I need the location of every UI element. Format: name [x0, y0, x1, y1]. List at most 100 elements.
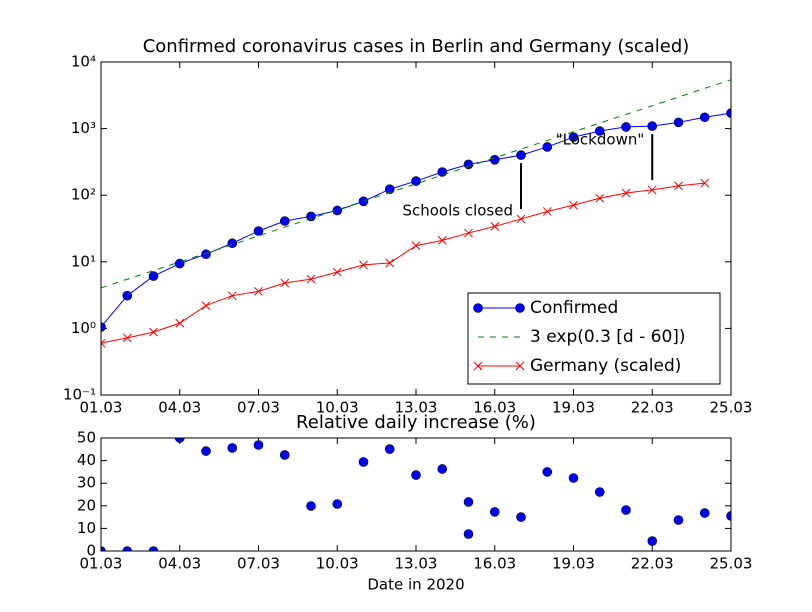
marker: [227, 291, 237, 301]
marker: [101, 338, 106, 348]
marker: [148, 271, 159, 281]
marker: [254, 286, 263, 296]
x-tick-label: 04.03: [158, 555, 201, 573]
marker: [647, 121, 658, 131]
marker: [463, 529, 474, 539]
chart-title: Relative daily increase (%): [296, 412, 536, 433]
legend-marker: [515, 361, 525, 371]
x-tick-label: 16.03: [473, 399, 516, 417]
series-line: [101, 182, 705, 344]
marker: [227, 443, 238, 453]
marker: [201, 446, 211, 456]
y-tick-label: 40: [77, 451, 96, 469]
x-tick-label: 10.03: [316, 555, 359, 573]
marker: [101, 322, 106, 332]
legend-label: Confirmed: [530, 298, 618, 318]
plot-area: [101, 438, 731, 551]
annotation: Schools closed: [402, 202, 513, 220]
x-tick-label: 07.03: [237, 399, 280, 417]
y-tick-label: 10¹: [71, 252, 96, 270]
marker: [647, 185, 657, 195]
x-tick-label: 04.03: [158, 399, 201, 417]
y-tick-label: 10⁻¹: [63, 386, 96, 404]
marker: [411, 176, 421, 186]
y-tick-label: 10: [77, 519, 96, 537]
marker: [463, 159, 474, 170]
legend-label: 3 exp(0.3 [d - 60]): [530, 327, 686, 347]
marker: [384, 444, 395, 454]
y-tick-label: 0: [86, 542, 96, 560]
chart-title: Confirmed coronavirus cases in Berlin an…: [143, 36, 690, 57]
y-tick-label: 10⁰: [71, 319, 96, 337]
marker: [306, 211, 316, 222]
marker: [568, 473, 579, 483]
marker: [516, 214, 526, 224]
marker: [673, 515, 684, 525]
x-axis-label: Date in 2020: [367, 576, 464, 594]
x-tick-label: 01.03: [80, 555, 123, 573]
marker: [542, 207, 552, 216]
marker: [569, 200, 578, 210]
x-tick-label: 10.03: [316, 399, 359, 417]
marker: [621, 188, 631, 198]
marker: [700, 178, 710, 188]
marker: [437, 464, 448, 474]
x-tick-label: 19.03: [552, 555, 595, 573]
marker: [253, 226, 264, 236]
marker: [385, 258, 395, 268]
marker: [201, 249, 211, 260]
legend-marker: [473, 303, 483, 313]
x-tick-label: 22.03: [631, 399, 674, 417]
marker: [174, 438, 185, 443]
x-tick-label: 25.03: [710, 399, 753, 417]
x-tick-label: 13.03: [395, 555, 438, 573]
marker: [358, 457, 369, 467]
marker: [122, 290, 133, 301]
marker: [101, 546, 106, 551]
x-tick-label: 19.03: [552, 399, 595, 417]
marker: [332, 267, 342, 277]
marker: [726, 108, 731, 118]
marker: [673, 117, 684, 128]
series-line: [101, 79, 731, 289]
x-tick-label: 16.03: [473, 555, 516, 573]
marker: [149, 327, 158, 337]
marker: [489, 155, 500, 165]
marker: [516, 150, 526, 160]
y-tick-label: 10³: [71, 119, 96, 137]
marker: [306, 274, 316, 284]
marker: [201, 301, 211, 310]
legend-marker: [515, 303, 525, 313]
marker: [726, 511, 731, 521]
marker: [489, 507, 500, 517]
marker: [463, 497, 474, 507]
marker: [279, 216, 290, 226]
x-tick-label: 22.03: [631, 555, 674, 573]
marker: [332, 499, 343, 509]
marker: [699, 112, 710, 123]
marker: [674, 181, 683, 191]
x-tick-label: 07.03: [237, 555, 280, 573]
marker: [542, 142, 553, 152]
marker: [411, 241, 421, 250]
x-tick-label: 25.03: [710, 555, 753, 573]
marker: [359, 260, 368, 270]
marker: [621, 505, 631, 515]
marker: [175, 318, 185, 328]
marker: [384, 184, 395, 195]
y-tick-label: 10²: [71, 186, 96, 204]
annotation: "Lockdown": [556, 131, 644, 149]
x-tick-label: 13.03: [395, 399, 438, 417]
marker: [595, 193, 605, 203]
marker: [253, 440, 264, 450]
axes-frame: [100, 61, 732, 396]
marker: [227, 238, 238, 249]
marker: [594, 126, 605, 136]
marker: [437, 167, 448, 177]
marker: [279, 450, 290, 460]
axes-frame: [100, 437, 732, 552]
legend-marker: [473, 361, 483, 371]
marker: [594, 487, 605, 497]
